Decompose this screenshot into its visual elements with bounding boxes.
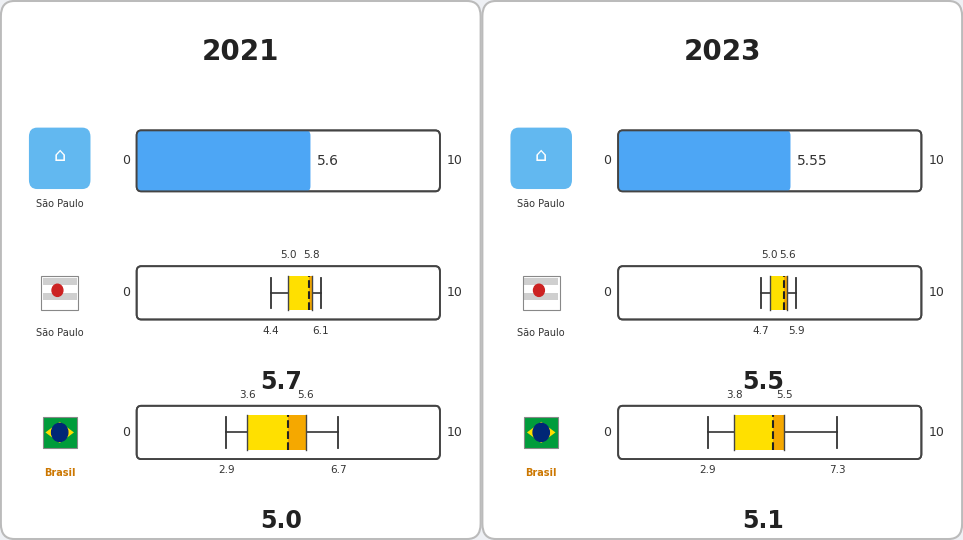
Text: 7.3: 7.3: [829, 465, 846, 475]
Text: ⌂: ⌂: [54, 146, 65, 165]
Text: 3.6: 3.6: [239, 390, 255, 400]
Text: 10: 10: [928, 426, 944, 439]
Text: 5.5: 5.5: [776, 390, 793, 400]
Text: 5.6: 5.6: [779, 250, 795, 260]
Bar: [769, 275, 788, 310]
Text: ⌂: ⌂: [535, 146, 547, 165]
Bar: [735, 415, 785, 450]
Bar: [769, 275, 785, 310]
FancyBboxPatch shape: [510, 127, 572, 189]
Text: 6.7: 6.7: [330, 465, 347, 475]
Text: 0: 0: [122, 426, 130, 439]
Bar: [524, 278, 559, 285]
Text: 5.8: 5.8: [303, 250, 320, 260]
Bar: [247, 415, 306, 450]
Text: 2.9: 2.9: [219, 465, 235, 475]
Text: 10: 10: [447, 286, 462, 299]
FancyBboxPatch shape: [482, 1, 962, 539]
Text: 10: 10: [447, 154, 462, 167]
Text: São Paulo: São Paulo: [517, 328, 565, 339]
Bar: [247, 415, 288, 450]
Text: 5.55: 5.55: [797, 154, 828, 168]
FancyBboxPatch shape: [137, 406, 440, 459]
Text: 6.1: 6.1: [312, 326, 329, 335]
Circle shape: [534, 423, 549, 442]
Bar: [735, 415, 772, 450]
Text: 10: 10: [928, 154, 944, 167]
Bar: [288, 275, 309, 310]
Bar: [524, 417, 559, 448]
Text: 5.0: 5.0: [280, 250, 297, 260]
Bar: [42, 300, 77, 308]
Bar: [42, 417, 77, 448]
Circle shape: [52, 423, 67, 442]
Text: 2.9: 2.9: [700, 465, 716, 475]
Text: 10: 10: [447, 426, 462, 439]
FancyBboxPatch shape: [41, 276, 78, 309]
Bar: [42, 285, 77, 293]
Bar: [524, 293, 559, 300]
Text: 10: 10: [928, 286, 944, 299]
Text: 5.6: 5.6: [298, 390, 314, 400]
Text: Brasil: Brasil: [44, 468, 75, 478]
FancyBboxPatch shape: [618, 131, 922, 191]
Bar: [42, 293, 77, 300]
Text: 4.7: 4.7: [753, 326, 769, 335]
Text: 5.5: 5.5: [742, 370, 784, 394]
Text: 4.4: 4.4: [262, 326, 279, 335]
Text: 5.0: 5.0: [762, 250, 778, 260]
Text: 5.7: 5.7: [261, 370, 302, 394]
Text: 0: 0: [604, 426, 612, 439]
Bar: [42, 278, 77, 285]
FancyBboxPatch shape: [137, 266, 440, 320]
Text: 3.8: 3.8: [726, 390, 742, 400]
Text: São Paulo: São Paulo: [36, 328, 84, 339]
Circle shape: [534, 284, 544, 296]
FancyBboxPatch shape: [1, 1, 481, 539]
FancyBboxPatch shape: [618, 266, 922, 320]
Text: 5.1: 5.1: [742, 509, 784, 534]
Text: São Paulo: São Paulo: [517, 199, 565, 209]
Polygon shape: [45, 422, 74, 443]
Text: 0: 0: [122, 286, 130, 299]
FancyBboxPatch shape: [618, 131, 791, 191]
Text: 2023: 2023: [684, 38, 761, 66]
Polygon shape: [527, 422, 556, 443]
FancyBboxPatch shape: [137, 131, 440, 191]
Text: 0: 0: [604, 154, 612, 167]
Text: 5.0: 5.0: [261, 509, 302, 534]
Bar: [524, 300, 559, 308]
FancyBboxPatch shape: [29, 127, 91, 189]
Bar: [524, 285, 559, 293]
Text: Brasil: Brasil: [526, 468, 557, 478]
FancyBboxPatch shape: [523, 276, 560, 309]
Text: 0: 0: [604, 286, 612, 299]
Bar: [288, 275, 312, 310]
Text: 0: 0: [122, 154, 130, 167]
Text: 2021: 2021: [202, 38, 279, 66]
Text: 5.6: 5.6: [317, 154, 339, 168]
Circle shape: [52, 284, 63, 296]
FancyBboxPatch shape: [618, 406, 922, 459]
Text: 5.9: 5.9: [788, 326, 804, 335]
Text: São Paulo: São Paulo: [36, 199, 84, 209]
FancyBboxPatch shape: [137, 131, 310, 191]
